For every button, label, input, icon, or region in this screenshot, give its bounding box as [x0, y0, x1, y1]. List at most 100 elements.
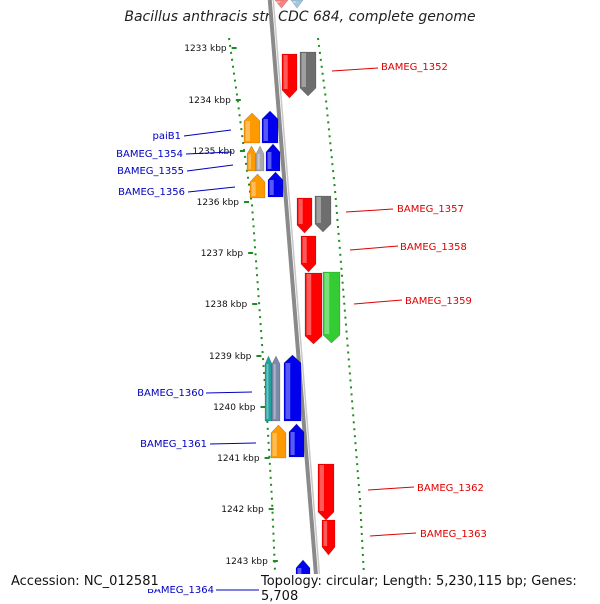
gene-top-partial-outline — [274, 0, 289, 9]
forward-gene-label: BAMEG_1358 — [400, 242, 467, 253]
forward-label-leader — [369, 532, 417, 537]
gene-bameg-1358-outline — [300, 235, 317, 273]
gene-bameg-1358-shine — [302, 237, 307, 263]
gene-bameg-1354-shine — [267, 152, 272, 169]
gene-top-partial-2 — [291, 0, 303, 8]
gene-bameg-1357-grey-shine — [316, 197, 321, 223]
ruler-tick-label: 1236 kbp — [197, 198, 240, 208]
gene-bameg-1357-shine — [298, 199, 303, 224]
gene-bameg-1359-red-shine — [306, 274, 312, 335]
gene-bameg-1352-grey-shine — [301, 53, 306, 87]
gene-bameg-1352-grey — [300, 52, 316, 96]
ruler-tick-label: 1235 kbp — [193, 147, 236, 157]
gene-bameg-1354-orange-shine — [248, 154, 252, 169]
genome-stats-label: Topology: circular; Length: 5,230,115 bp… — [259, 574, 600, 604]
gene-bameg-1360-grey-outline — [271, 355, 281, 422]
gene-bameg-1361 — [289, 424, 304, 457]
right-dotted-track — [317, 37, 366, 596]
gene-paib1-shine — [263, 119, 268, 141]
forward-gene-label: BAMEG_1357 — [397, 204, 464, 215]
gene-bameg-1362 — [318, 464, 334, 520]
gene-bameg-1359-shine — [324, 273, 330, 334]
gene-bameg-1363-shine — [323, 521, 328, 546]
ruler-tick-label: 1243 kbp — [225, 557, 268, 567]
ruler-tick-label: 1238 kbp — [205, 300, 248, 310]
gene-bameg-1360-teal — [265, 356, 272, 421]
gene-bameg-1356-orange-shine — [251, 182, 256, 196]
forward-label-leader — [331, 67, 379, 72]
ruler-tick-label: 1237 kbp — [201, 249, 244, 259]
gene-bameg-1360 — [284, 355, 301, 421]
gene-bameg-1362-shine — [319, 465, 324, 511]
gene-bameg-1360-outline — [283, 354, 302, 422]
gene-bameg-1354-orange — [247, 146, 256, 171]
gene-paib1-orange — [244, 113, 260, 143]
gene-paib1 — [262, 111, 278, 143]
forward-label-leader — [353, 299, 403, 305]
gene-bameg-1356-shine — [269, 180, 274, 195]
forward-gene-label: BAMEG_1352 — [381, 62, 448, 73]
gene-bameg-1361-outline — [288, 423, 305, 458]
gene-bameg-1363-outline — [321, 519, 336, 556]
reverse-label-leader — [185, 151, 233, 155]
reverse-label-leader — [209, 442, 257, 445]
forward-label-leader — [367, 486, 415, 491]
gene-bameg-1358 — [301, 236, 316, 272]
gene-bameg-1359-red-outline — [304, 272, 323, 345]
gene-bameg-1360-teal-shine — [266, 364, 269, 419]
gene-top-partial — [275, 0, 288, 8]
gene-bameg-1363 — [322, 520, 335, 555]
gene-bameg-1360-grey-shine — [273, 364, 276, 419]
forward-gene-label: BAMEG_1363 — [420, 529, 487, 540]
gene-bameg-1361-shine — [290, 432, 295, 455]
gene-bameg-1357-outline — [296, 197, 313, 234]
ruler-tick-label: 1240 kbp — [213, 403, 256, 413]
gene-bameg-1352-shine — [283, 55, 288, 89]
gene-bameg-1361-orange-shine — [272, 433, 277, 456]
forward-label-leader — [345, 208, 394, 213]
ruler-tick-label: 1233 kbp — [184, 44, 227, 54]
reverse-gene-label: BAMEG_1360 — [137, 388, 204, 399]
ruler-tick-label: 1242 kbp — [221, 505, 264, 515]
gene-top-partial-shine — [276, 1, 281, 3]
gene-bameg-1357 — [297, 198, 312, 233]
reverse-label-leader — [183, 129, 232, 137]
gene-bameg-1354-grey-outline — [255, 145, 265, 172]
gene-paib1-orange-shine — [245, 121, 250, 141]
gene-bameg-1357-grey-outline — [314, 195, 332, 233]
map-title: Bacillus anthracis str. CDC 684, complet… — [124, 9, 476, 25]
reverse-gene-label: BAMEG_1364 — [147, 585, 214, 596]
reverse-label-leader — [186, 164, 234, 172]
gene-bameg-1354-grey — [256, 146, 264, 171]
gene-bameg-1352-outline — [281, 53, 298, 99]
reverse-gene-label: BAMEG_1355 — [117, 166, 184, 177]
gene-paib1-outline — [261, 110, 279, 144]
gene-bameg-1354-outline — [265, 143, 281, 172]
reverse-gene-label: BAMEG_1354 — [116, 149, 183, 160]
reverse-label-leader — [205, 391, 253, 394]
gene-top-partial-2-shine — [292, 1, 296, 3]
reverse-label-leader — [187, 186, 236, 193]
reverse-gene-label: BAMEG_1361 — [140, 439, 207, 450]
genome-backbone — [267, 0, 320, 600]
ruler-tick-label: 1234 kbp — [188, 96, 231, 106]
gene-bameg-1356 — [268, 172, 283, 197]
gene-bameg-1364-outline — [295, 559, 311, 600]
gene-bameg-1356-orange-outline — [249, 173, 266, 199]
reverse-gene-label: paiB1 — [153, 131, 181, 142]
ruler-tick-label: 1239 kbp — [209, 352, 252, 362]
genome-backbone-highlight — [272, 0, 323, 600]
gene-bameg-1360-grey — [272, 356, 280, 421]
gene-bameg-1352 — [282, 54, 297, 98]
accession-label: Accession: NC_012581 — [9, 574, 161, 589]
ruler-tick-label: 1241 kbp — [217, 454, 260, 464]
gene-bameg-1362-outline — [317, 463, 335, 521]
gene-paib1-orange-outline — [243, 112, 261, 144]
gene-bameg-1356-outline — [267, 171, 284, 198]
gene-top-partial-2-outline — [290, 0, 304, 9]
gene-bameg-1357-grey — [315, 196, 331, 232]
gene-bameg-1359-outline — [322, 271, 341, 344]
left-dotted-track — [228, 37, 277, 596]
gene-bameg-1354-orange-outline — [246, 145, 257, 172]
